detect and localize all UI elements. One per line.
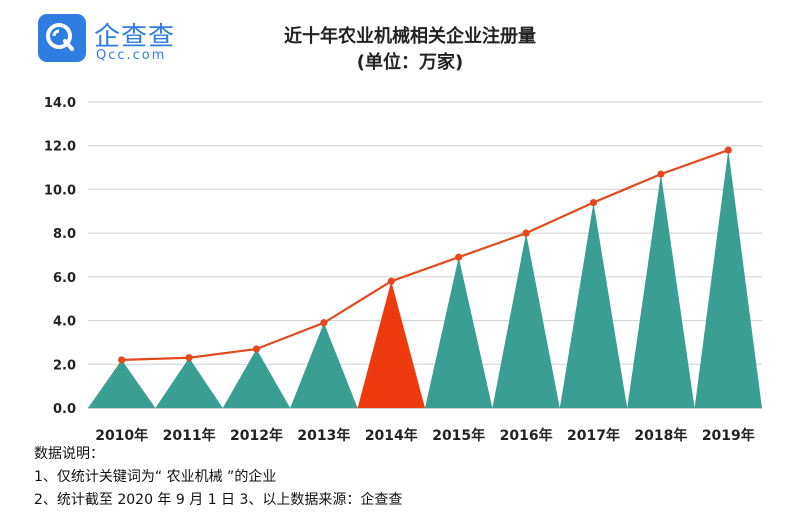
bar-2018年 [627,174,695,408]
point-2014年 [387,277,395,285]
x-tick-label: 2018年 [634,427,687,444]
y-tick-label: 2.0 [53,358,76,373]
logo-domain: Qcc.com [96,48,167,63]
triangle-bars [88,150,762,409]
point-2016年 [522,229,530,237]
bar-2019年 [694,150,762,409]
y-tick-label: 12.0 [44,140,76,155]
point-2013年 [320,319,328,327]
y-tick-label: 6.0 [53,271,76,286]
x-tick-label: 2019年 [702,427,755,444]
bar-2015年 [425,257,493,408]
notes-line-2: 2、统计截至 2020 年 9 月 1 日 3、以上数据来源：企查查 [34,492,403,508]
data-notes: 数据说明： 1、仅统计关键词为“ 农业机械 ”的企业 2、统计截至 2020 年… [34,443,402,512]
y-tick-label: 4.0 [53,315,76,330]
qcc-logo-icon [38,14,86,62]
x-tick-label: 2016年 [500,427,553,444]
logo-name: 企查查 [94,22,176,52]
x-axis-ticks: 2010年 2011年 2012年 2013年 2014年 2015年 2016年 2017年… [95,427,755,444]
point-2011年 [185,354,193,362]
brand-logo: 企查查 Qcc.com [38,14,218,70]
point-2018年 [657,170,665,178]
y-tick-label: 10.0 [44,183,76,198]
y-tick-label: 8.0 [53,227,76,242]
point-2010年 [118,356,126,364]
bar-2012年 [222,348,291,408]
x-tick-label: 2014年 [365,427,418,444]
x-tick-label: 2010年 [95,427,148,444]
x-tick-label: 2012年 [230,427,283,444]
x-tick-label: 2013年 [297,427,350,444]
notes-heading: 数据说明： [34,446,104,462]
trend-polyline [121,149,729,362]
y-axis-ticks: 0.0 2.0 4.0 6.0 8.0 10.0 12.0 14.0 [44,96,76,417]
point-2017年 [589,198,598,207]
trend-line [118,146,732,364]
chart-subtitle: (单位：万家) [356,52,464,73]
y-tick-label: 14.0 [44,96,76,111]
bar-2013年 [290,322,358,408]
y-tick-label: 0.0 [53,402,76,417]
point-2015年 [455,253,463,261]
x-tick-label: 2015年 [432,427,485,444]
point-2012年 [252,345,261,353]
bar-2014年 [357,281,425,408]
notes-line-1: 1、仅统计关键词为“ 农业机械 ”的企业 [34,469,277,485]
x-tick-label: 2011年 [163,427,216,444]
point-2019年 [724,146,732,154]
bar-2010年 [88,359,156,408]
bar-2017年 [559,202,628,408]
x-tick-label: 2017年 [567,427,620,444]
bar-2016年 [492,233,560,408]
chart-title: 近十年农业机械相关企业注册量 [284,26,536,47]
bar-2011年 [155,357,223,408]
